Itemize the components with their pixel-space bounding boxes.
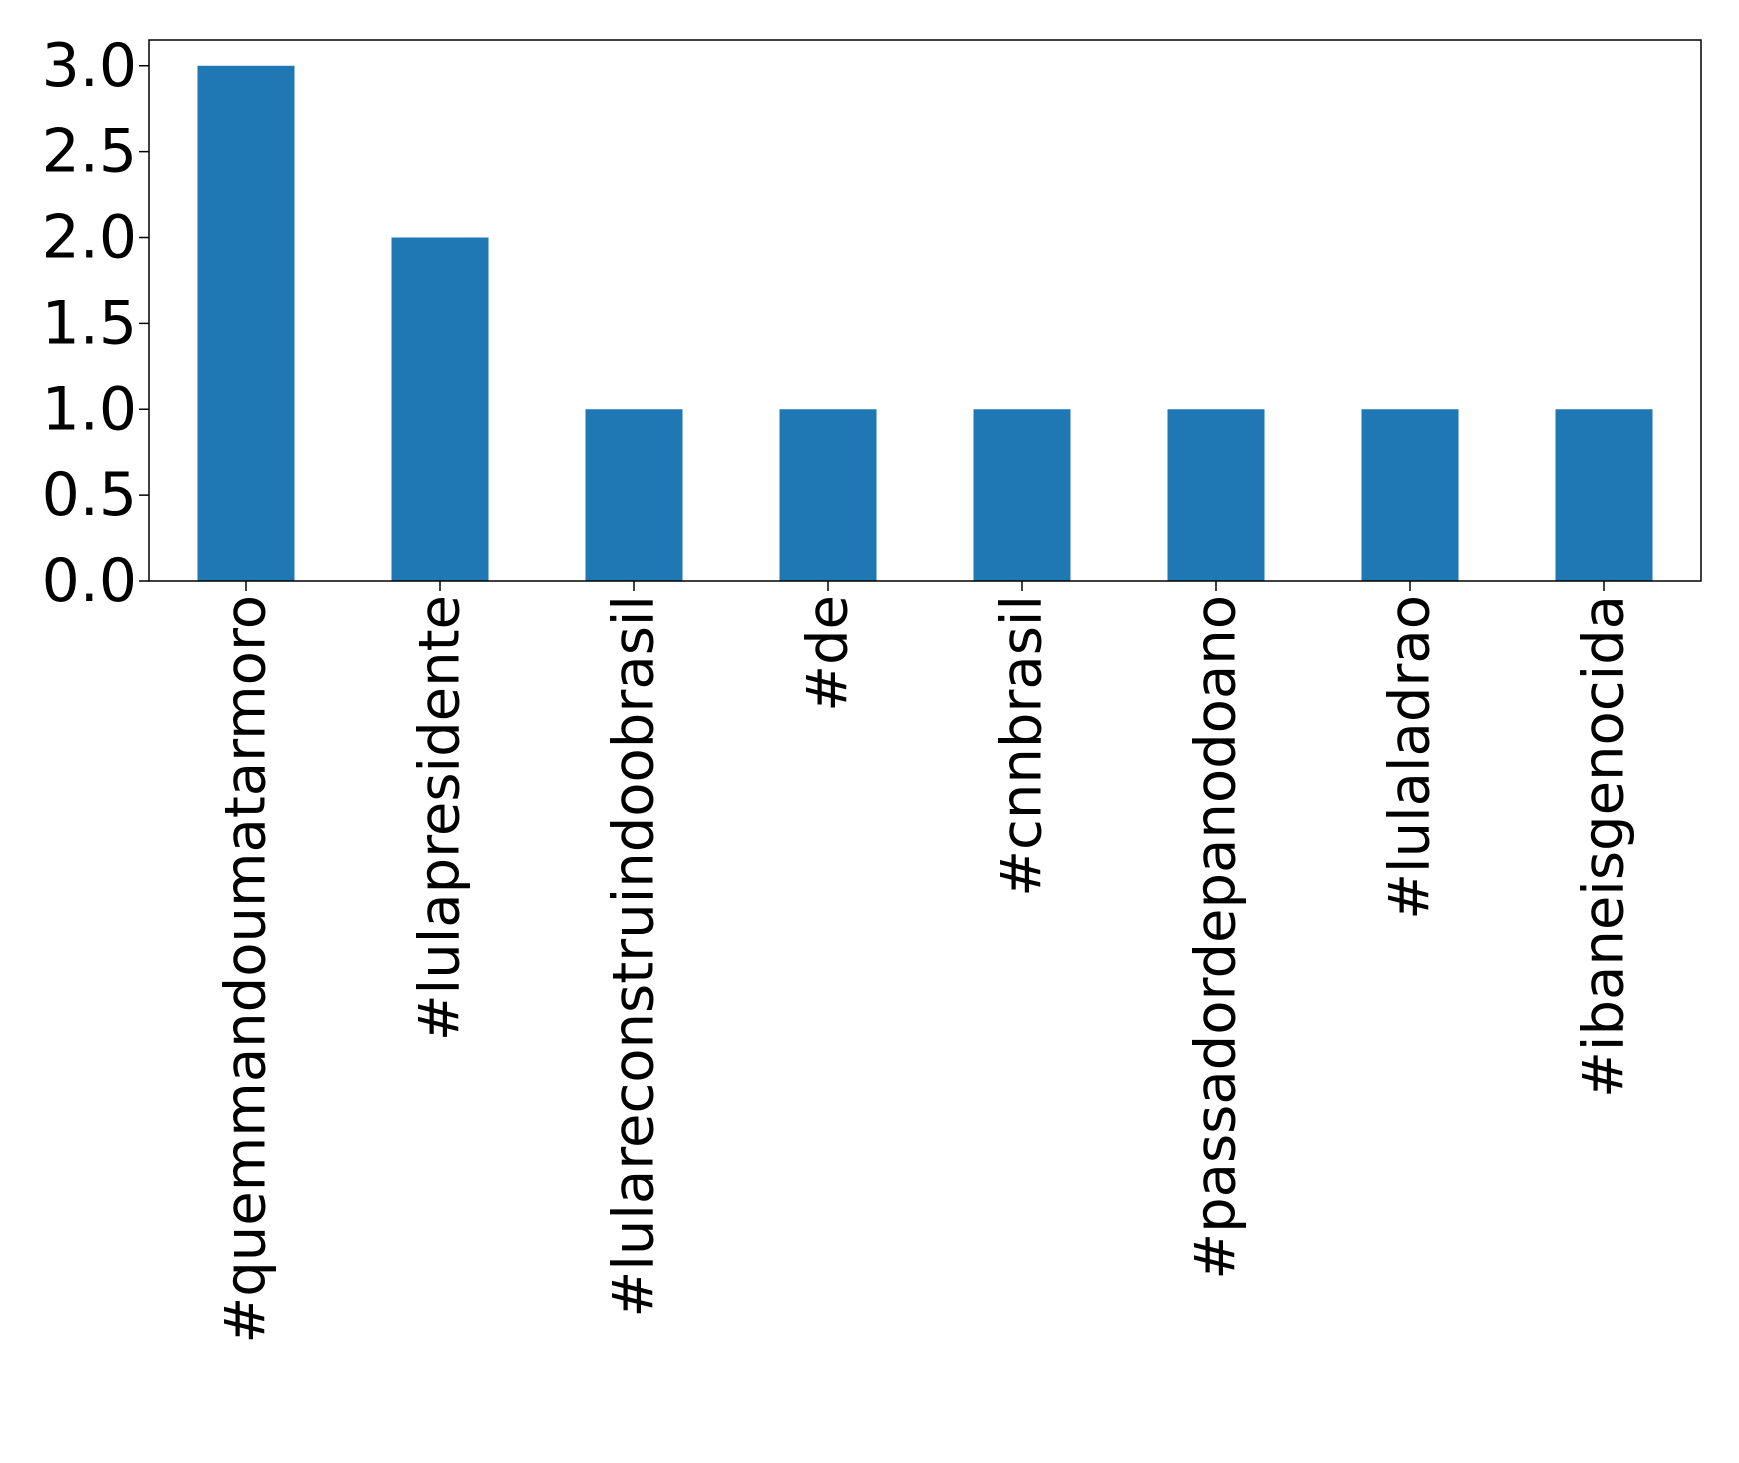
y-tick-label: 1.5: [42, 288, 137, 358]
x-tick-label: #ibaneisgenocida: [1572, 595, 1637, 1098]
plot-frame: [148, 39, 1702, 582]
bar-lulareconstruindoobrasil: [585, 409, 683, 581]
y-tick-label: 3.0: [42, 31, 137, 101]
y-tick-label: 2.0: [42, 203, 137, 273]
x-tick-label: #passadordepanodoano: [1184, 595, 1249, 1280]
bar-lulapresidente: [391, 237, 489, 581]
bar-ibaneisgenocida: [1555, 409, 1653, 581]
bar-cnnbrasil: [973, 409, 1071, 581]
y-axis: 0.0 0.5 1.0 1.5 2.0 2.5 3.0: [42, 31, 149, 616]
x-axis: #quemmandoumatarmoro #lulapresidente #lula…: [214, 581, 1637, 1344]
x-tick-label: #lulareconstruindoobrasil: [602, 595, 667, 1318]
bar-quemmandoumatarmoro: [197, 65, 295, 581]
bar-lulaladrao: [1361, 409, 1459, 581]
x-tick-label: #quemmandoumatarmoro: [214, 595, 279, 1344]
x-tick-label: #cnnbrasil: [990, 595, 1055, 897]
x-tick-label: #lulapresidente: [408, 595, 473, 1041]
y-tick-label: 0.5: [42, 460, 137, 530]
x-tick-label: #lulaladrao: [1378, 595, 1443, 920]
bar-de: [779, 409, 877, 581]
y-tick-label: 1.0: [42, 374, 137, 444]
bar-passadordepanodoano: [1167, 409, 1265, 581]
x-tick-label: #de: [796, 595, 861, 712]
y-tick-label: 0.0: [42, 546, 137, 616]
bars-group: [197, 65, 1653, 581]
y-tick-label: 2.5: [42, 117, 137, 187]
